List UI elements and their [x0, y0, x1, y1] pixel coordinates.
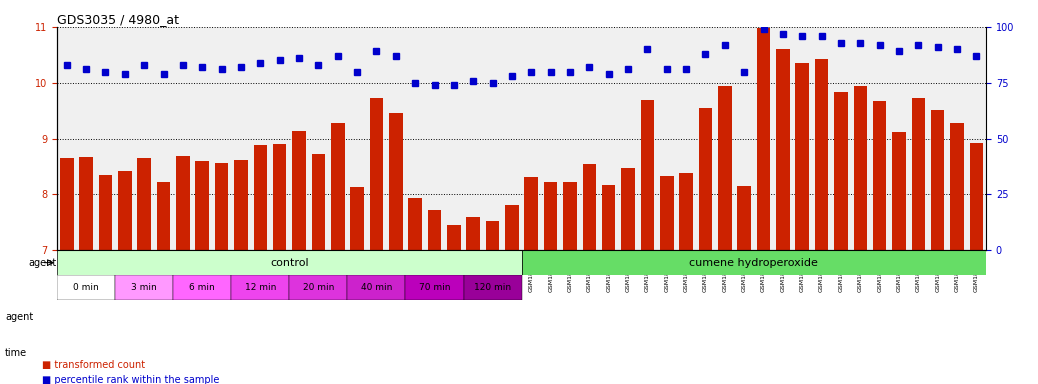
Bar	[893, 132, 906, 250]
Bar	[911, 98, 925, 250]
Bar	[79, 157, 92, 250]
Bar	[293, 131, 306, 250]
Bar	[235, 160, 248, 250]
Bar	[815, 59, 828, 250]
Bar	[718, 86, 732, 250]
Bar	[640, 99, 654, 250]
Bar	[195, 161, 209, 250]
Bar	[622, 168, 635, 250]
Bar	[660, 176, 674, 250]
Bar	[524, 177, 538, 250]
Bar	[428, 210, 441, 250]
Bar	[737, 186, 750, 250]
Bar	[969, 142, 983, 250]
Bar	[350, 187, 364, 250]
Bar	[331, 123, 345, 250]
Bar	[873, 101, 886, 250]
Bar	[57, 275, 115, 300]
Text: 6 min: 6 min	[189, 283, 215, 292]
Text: 0 min: 0 min	[74, 283, 99, 292]
Bar	[215, 163, 228, 250]
Bar	[447, 225, 461, 250]
Bar	[311, 154, 325, 250]
Bar	[60, 158, 74, 250]
Bar	[273, 144, 286, 250]
Text: control: control	[270, 258, 308, 268]
Bar	[176, 157, 190, 250]
Bar	[370, 98, 383, 250]
Bar	[408, 199, 421, 250]
Bar	[931, 109, 945, 250]
Bar	[389, 114, 403, 250]
Bar	[115, 275, 173, 300]
Bar	[776, 49, 790, 250]
Bar	[544, 182, 557, 250]
Text: 70 min: 70 min	[418, 283, 450, 292]
Bar	[406, 275, 464, 300]
Bar	[951, 123, 964, 250]
Bar	[853, 86, 867, 250]
Bar	[466, 217, 480, 250]
Bar	[348, 275, 406, 300]
Text: GDS3035 / 4980_at: GDS3035 / 4980_at	[57, 13, 180, 26]
Text: agent: agent	[29, 258, 57, 268]
Text: agent: agent	[5, 312, 33, 322]
Bar	[464, 275, 521, 300]
Bar	[137, 158, 151, 250]
Text: cumene hydroperoxide: cumene hydroperoxide	[689, 258, 818, 268]
Bar	[521, 250, 986, 275]
Text: 3 min: 3 min	[132, 283, 157, 292]
Bar	[795, 63, 809, 250]
Bar	[699, 108, 712, 250]
Bar	[290, 275, 348, 300]
Text: 120 min: 120 min	[474, 283, 511, 292]
Text: 20 min: 20 min	[303, 283, 334, 292]
Bar	[679, 173, 693, 250]
Bar	[757, 28, 770, 250]
Text: 40 min: 40 min	[361, 283, 392, 292]
Text: time: time	[5, 348, 27, 358]
Bar	[486, 221, 499, 250]
Bar	[173, 275, 231, 300]
Bar	[118, 171, 132, 250]
Bar	[506, 205, 519, 250]
Bar	[157, 182, 170, 250]
Text: ■ transformed count: ■ transformed count	[42, 360, 144, 370]
Bar	[602, 185, 616, 250]
Bar	[564, 182, 577, 250]
Text: ■ percentile rank within the sample: ■ percentile rank within the sample	[42, 375, 219, 384]
Text: 12 min: 12 min	[245, 283, 276, 292]
Bar	[835, 92, 848, 250]
Bar	[57, 250, 521, 275]
Bar	[99, 175, 112, 250]
Bar	[253, 145, 267, 250]
Bar	[582, 164, 596, 250]
Bar	[231, 275, 290, 300]
